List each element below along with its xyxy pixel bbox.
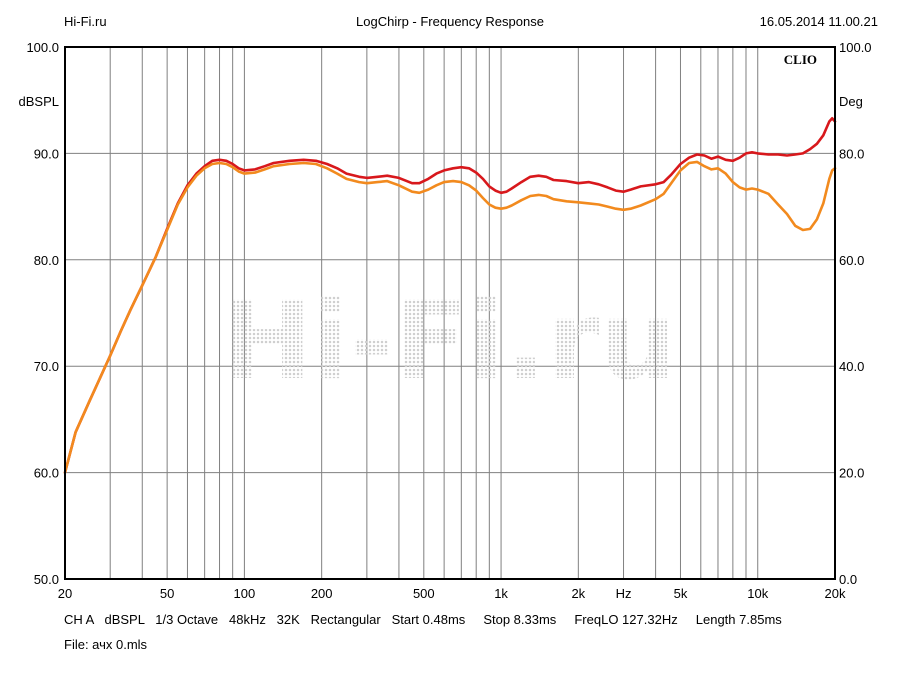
x-tick-label: 20k: [825, 586, 846, 601]
file-name: File: ачх 0.mls: [64, 637, 148, 652]
y-tick-label: 70.0: [34, 359, 59, 374]
series-lines: [63, 117, 837, 474]
y2-tick-label: 0.0: [839, 572, 857, 587]
grid-lines: [65, 47, 835, 579]
measurement-settings: CH A dBSPL 1/3 Octave 48kHz 32K Rectangu…: [64, 612, 782, 627]
y2-tick-label: 80.0: [839, 146, 864, 161]
y-axis-label: dBSPL: [19, 94, 59, 109]
x-tick-label: 20: [58, 586, 72, 601]
x-tick-label: 10k: [747, 586, 768, 601]
x-tick-label: 500: [413, 586, 435, 601]
series-line-2: [63, 160, 837, 474]
y-tick-label: 50.0: [34, 572, 59, 587]
y-tick-label: 100.0: [26, 40, 59, 55]
x-tick-label: 200: [311, 586, 333, 601]
x-tick-label: 5k: [674, 586, 688, 601]
header-timestamp: 16.05.2014 11.00.21: [759, 14, 878, 29]
y2-tick-label: 60.0: [839, 253, 864, 268]
watermark-logo: Hi-Fi.ru: [222, 279, 676, 404]
plot-frame: [64, 46, 836, 580]
y2-axis-label: Deg: [839, 94, 863, 109]
x-tick-label: 2k: [571, 586, 585, 601]
y2-tick-label: 20.0: [839, 466, 864, 481]
x-tick-label: Hz: [616, 586, 632, 601]
series-line-1: [63, 117, 837, 474]
svg-text:Hi-Fi.ru: Hi-Fi.ru: [222, 279, 676, 404]
y2-tick-label: 100.0: [839, 40, 872, 55]
y2-tick-label: 40.0: [839, 359, 864, 374]
x-tick-label: 50: [160, 586, 174, 601]
clio-brand-logo: CLIO: [784, 52, 817, 67]
axis-labels: 20 50 100 200 500 1k 2k Hz 5k 10k 20k 50.0 60.0 70.0 8…: [19, 40, 872, 601]
y-tick-label: 90.0: [34, 146, 59, 161]
chart-title: LogChirp - Frequency Response: [356, 14, 544, 29]
x-tick-label: 100: [234, 586, 256, 601]
x-tick-label: 1k: [494, 586, 508, 601]
header-left-text: Hi-Fi.ru: [64, 14, 107, 29]
y-tick-label: 60.0: [34, 466, 59, 481]
y-tick-label: 80.0: [34, 253, 59, 268]
